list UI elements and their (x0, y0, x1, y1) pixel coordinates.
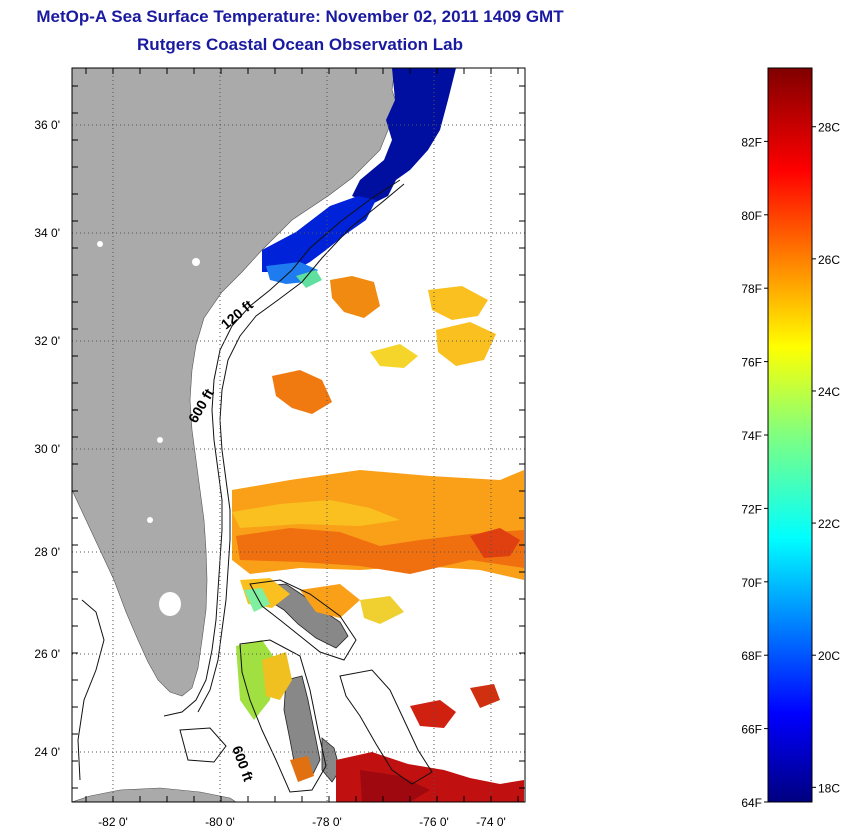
colorbar-gradient (767, 67, 813, 803)
lon-tick-label: -78 0' (312, 815, 342, 829)
lat-tick-label: 28 0' (34, 545, 60, 559)
lon-tick-label: -74 0' (476, 815, 506, 829)
lake (147, 517, 153, 523)
colorbar-c-label: 22C (818, 517, 840, 531)
colorbar-f-label: 78F (741, 282, 762, 296)
map-grid (72, 68, 525, 802)
colorbar-c-label: 18C (818, 781, 840, 795)
land-bahamas (283, 675, 321, 777)
colorbar-f-label: 74F (741, 429, 762, 443)
colorbar-f-label: 66F (741, 723, 762, 737)
land-mainland (72, 68, 399, 697)
colorbar-c-label: 20C (818, 649, 840, 663)
lat-tick-label: 30 0' (34, 442, 60, 456)
lake (157, 437, 163, 443)
colorbar-f-label: 70F (741, 576, 762, 590)
colorbar: 82F 80F 78F 76F 74F 72F 70F 68F 66F 64F 28C 26C 24C 2… (741, 67, 840, 810)
lon-tick-label: -80 0' (205, 815, 235, 829)
lake (97, 241, 103, 247)
lat-tick-label: 24 0' (34, 745, 60, 759)
lat-tick-label: 34 0' (34, 226, 60, 240)
colorbar-f-label: 68F (741, 649, 762, 663)
lake-okeechobee (159, 592, 181, 616)
colorbar-c-label: 24C (818, 385, 840, 399)
map-subtitle: Rutgers Coastal Ocean Observation Lab (137, 35, 463, 54)
lat-tick-label: 36 0' (34, 118, 60, 132)
lon-tick-label: -76 0' (419, 815, 449, 829)
lat-tick-label: 26 0' (34, 647, 60, 661)
colorbar-f-label: 76F (741, 356, 762, 370)
map-title: MetOp-A Sea Surface Temperature: Novembe… (36, 7, 564, 26)
colorbar-f-label: 80F (741, 209, 762, 223)
lake (192, 258, 200, 266)
colorbar-f-label: 64F (741, 796, 762, 810)
colorbar-labels: 82F 80F 78F 76F 74F 72F 70F 68F 66F 64F 28C 26C 24C 2… (741, 121, 840, 810)
colorbar-c-label: 28C (818, 121, 840, 135)
map-frame (71, 67, 526, 803)
colorbar-c-label: 26C (818, 253, 840, 267)
colorbar-f-label: 82F (741, 135, 762, 149)
lon-tick-label: -82 0' (98, 815, 128, 829)
map-axis-labels: -82 0' -80 0' -78 0' -76 0' -74 0' 36 0' 34 0'… (34, 118, 505, 829)
colorbar-f-label: 72F (741, 502, 762, 516)
lat-tick-label: 32 0' (34, 334, 60, 348)
